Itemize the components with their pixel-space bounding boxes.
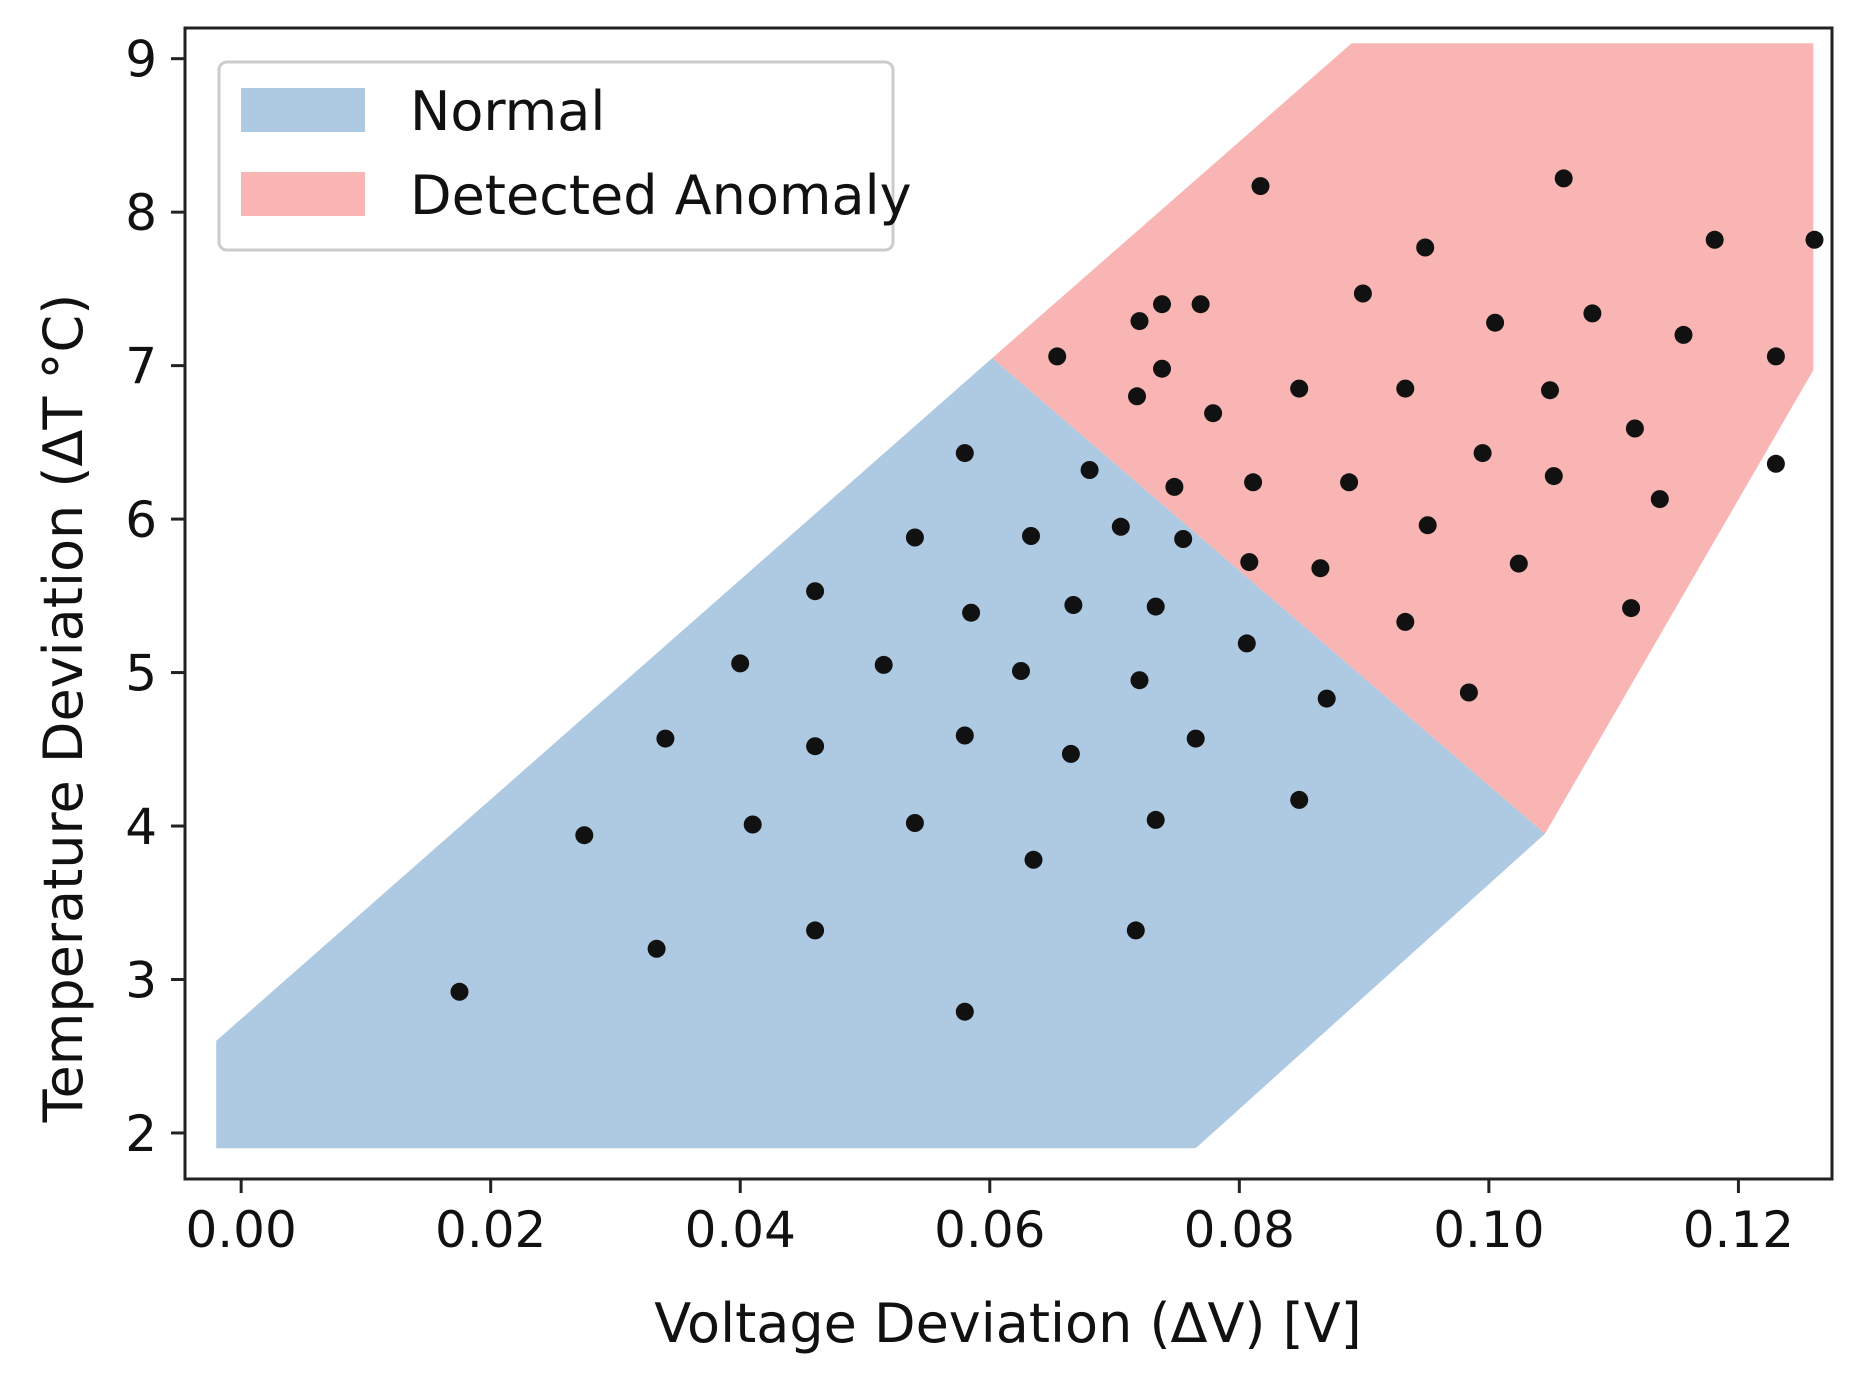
data-point [1153,295,1171,314]
data-point [1541,381,1559,400]
legend-label-normal: Normal [410,80,605,143]
data-point [1340,473,1359,492]
data-point [647,939,666,958]
data-point [1244,473,1263,492]
region-normal [216,358,1546,1149]
data-point [1554,169,1573,188]
data-point [1174,530,1193,548]
data-point [1251,177,1270,196]
data-point [806,582,825,601]
data-point [1012,662,1030,680]
data-point [575,826,594,845]
data-point [1290,790,1309,809]
data-point [1061,744,1080,763]
data-point [1418,516,1437,535]
legend: Normal Detected Anomaly [217,60,912,252]
data-point [1805,230,1824,249]
data-point [1111,517,1130,536]
data-point [1622,599,1641,618]
data-point [1204,404,1223,423]
data-point [1705,230,1724,249]
x-axis-title: Voltage Deviation (ΔV) [V] [654,1292,1361,1355]
data-point [1240,553,1259,572]
data-point [955,726,974,745]
data-point [1191,295,1210,314]
data-point [1416,238,1435,257]
x-tick-label: 0.12 [1683,1201,1794,1259]
data-point [1650,490,1669,509]
data-point [874,655,893,674]
x-tick-label: 0.04 [685,1201,796,1259]
y-tick-label: 5 [125,645,157,703]
y-tick-label: 8 [125,184,157,242]
plot-area-frame [183,26,1834,1181]
y-tick-label: 3 [125,951,157,1009]
data-point [1544,467,1563,486]
data-point [905,814,924,832]
data-point [1311,559,1330,578]
data-point [1126,921,1145,940]
data-point [1165,477,1184,496]
y-axis-title: Temperature Deviation (ΔT °C) [32,294,95,1124]
data-point [1509,554,1528,573]
data-point [1024,850,1043,869]
y-tick-label: 9 [125,31,157,89]
y-tick-label: 6 [125,491,157,549]
data-point [450,982,469,1001]
data-point [905,528,924,547]
data-point [1317,689,1336,708]
y-tick-label: 2 [125,1105,157,1163]
data-point [656,729,675,748]
data-point [1674,325,1693,344]
legend-label-detected-anomaly: Detected Anomaly [410,164,912,227]
data-point [1153,359,1171,378]
x-tick-label: 0.06 [934,1201,1045,1259]
points-layer [450,169,1824,1021]
data-point [1146,597,1165,616]
data-point [1396,379,1415,398]
data-point [1237,634,1256,653]
data-point [1186,729,1205,748]
data-point [1396,612,1415,631]
data-point [731,654,750,673]
data-point [1130,671,1149,690]
data-point [955,1002,974,1021]
y-tick-label: 7 [125,338,157,396]
legend-swatch-detected-anomaly [241,172,365,216]
data-point [1766,454,1785,473]
y-tick-label: 4 [125,798,157,856]
x-tick-label: 0.02 [435,1201,546,1259]
data-point [1146,810,1165,829]
data-point [743,815,762,834]
x-tick-label: 0.00 [185,1201,296,1259]
data-point [955,444,974,463]
x-axis: 0.000.020.040.060.080.100.120.12 [185,1179,1794,1259]
x-tick-label: 0.08 [1184,1201,1295,1259]
data-point [806,921,825,940]
data-point [1080,461,1099,479]
data-point [1459,683,1478,702]
data-point [1486,313,1505,332]
data-point [1130,312,1149,331]
data-point [1625,419,1644,438]
data-point [1022,527,1040,545]
regions-layer [216,43,1814,1149]
x-tick-label: 0.10 [1433,1201,1544,1259]
data-point [1766,347,1785,366]
data-point [1048,347,1067,366]
data-point [1473,444,1492,463]
data-point [1064,596,1083,614]
data-point [1353,284,1372,303]
data-point [1290,379,1309,398]
data-point [1583,304,1602,323]
data-point [962,603,981,622]
legend-swatch-normal [241,88,365,132]
y-axis: 2 3 4 5 6 7 8 9 [125,31,185,1163]
region-detected-anomaly [992,43,1814,834]
data-point [806,737,825,756]
data-point [1128,387,1146,406]
legend-frame [217,60,895,252]
